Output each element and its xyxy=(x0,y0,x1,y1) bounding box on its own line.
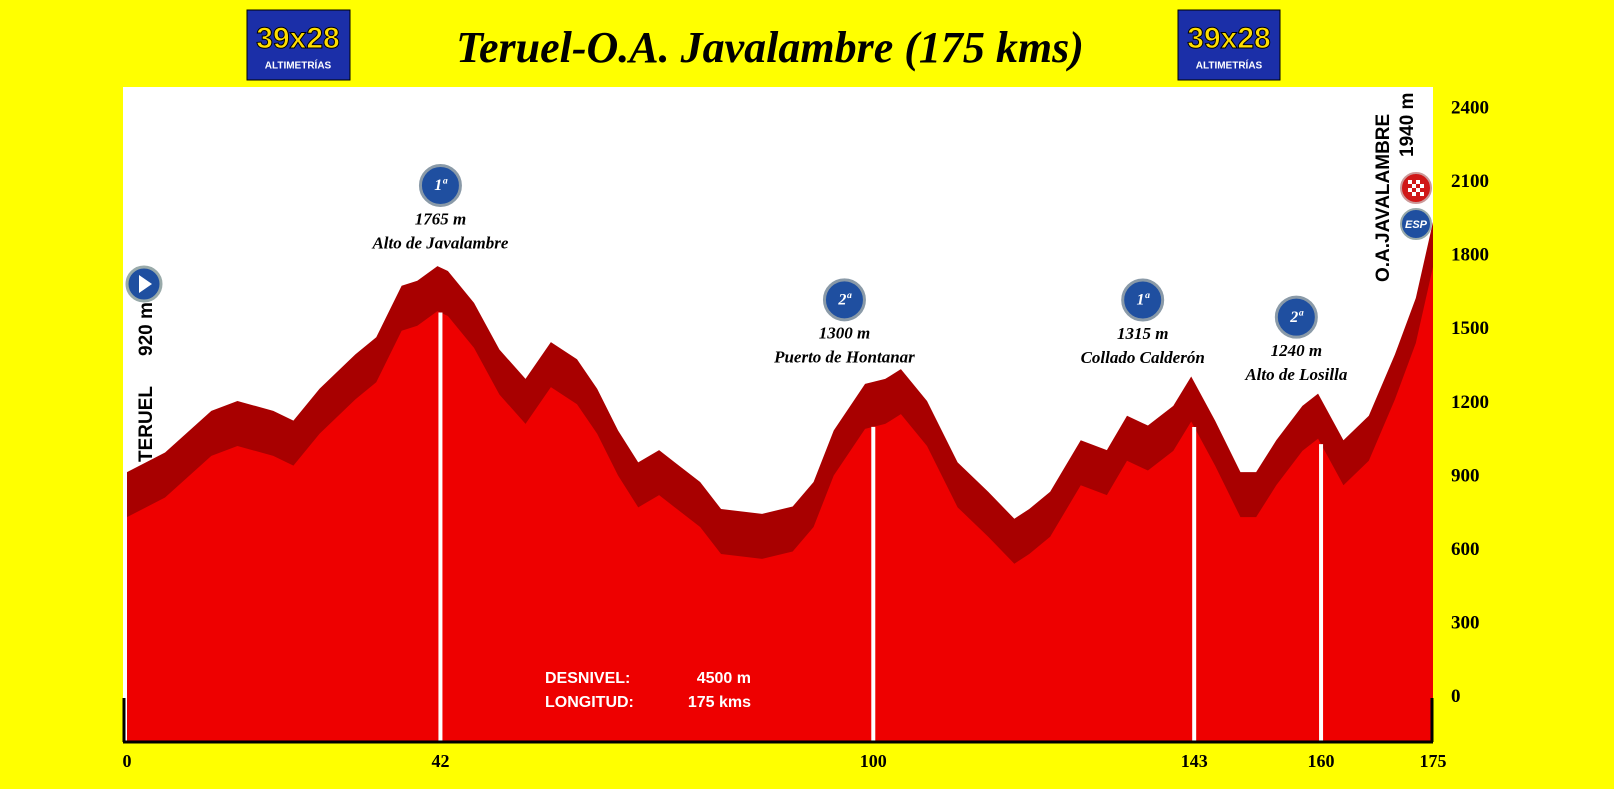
climb-altitude: 1765 m xyxy=(415,209,466,228)
y-tick-label: 900 xyxy=(1451,465,1480,486)
finish-flag xyxy=(1400,172,1432,204)
logo: 39x28 ALTIMETRÍAS xyxy=(246,9,351,81)
start-name: TERUEL xyxy=(136,386,157,462)
plot xyxy=(127,221,1433,742)
y-tick-label: 1800 xyxy=(1451,245,1489,266)
start-altitude: 920 m xyxy=(136,302,157,356)
finish-category: ESP xyxy=(1405,219,1428,231)
stat-value: 175 kms xyxy=(688,694,751,711)
finish-altitude: 1940 m xyxy=(1397,93,1418,157)
climb-category: 1ª xyxy=(1137,292,1151,309)
y-tick-label: 1200 xyxy=(1451,392,1489,413)
climb-name: Collado Calderón xyxy=(1081,348,1205,367)
x-tick-label: 160 xyxy=(1308,751,1335,771)
logo-subtitle: ALTIMETRÍAS xyxy=(265,59,332,72)
climb-category: 2ª xyxy=(837,292,852,309)
climb-name: Alto de Javalambre xyxy=(371,233,508,252)
stat-value: 4500 m xyxy=(697,670,751,687)
logo-brand: 39x28 xyxy=(256,22,339,55)
y-tick-label: 1500 xyxy=(1451,318,1489,339)
x-tick-label: 143 xyxy=(1181,751,1208,771)
climb-altitude: 1315 m xyxy=(1117,324,1168,343)
climb-icon xyxy=(1121,278,1165,322)
climb-name: Puerto de Hontanar xyxy=(773,348,915,367)
logo-subtitle: ALTIMETRÍAS xyxy=(1196,59,1263,72)
climb-icon xyxy=(822,278,866,322)
x-tick-label: 100 xyxy=(860,751,887,771)
stat-label: LONGITUD: xyxy=(545,694,634,711)
chart-title: Teruel-O.A. Javalambre (175 kms) xyxy=(456,23,1084,72)
finish-name: O.A.JAVALAMBRE xyxy=(1373,114,1394,282)
climb-icon xyxy=(1274,295,1318,339)
y-tick-label: 2400 xyxy=(1451,97,1489,118)
y-tick-label: 600 xyxy=(1451,539,1480,560)
logo-brand: 39x28 xyxy=(1187,22,1270,55)
profile-face xyxy=(127,266,1433,742)
climb-altitude: 1240 m xyxy=(1271,341,1322,360)
stat-label: DESNIVEL: xyxy=(545,670,630,687)
x-tick-label: 175 xyxy=(1420,751,1447,771)
x-tick-label: 42 xyxy=(431,751,449,771)
y-tick-label: 2100 xyxy=(1451,171,1489,192)
finish-category-icon xyxy=(1400,208,1432,240)
y-tick-label: 0 xyxy=(1451,686,1461,707)
climb-altitude: 1300 m xyxy=(819,324,870,343)
y-tick-label: 300 xyxy=(1451,613,1480,634)
x-tick-label: 0 xyxy=(123,751,132,771)
start-marker xyxy=(125,265,163,303)
climb-name: Alto de Losilla xyxy=(1244,365,1348,384)
climb-category: 1ª xyxy=(434,177,448,194)
climb-category: 2ª xyxy=(1289,309,1304,326)
climb-icon xyxy=(418,163,462,207)
logo: 39x28 ALTIMETRÍAS xyxy=(1177,9,1281,81)
